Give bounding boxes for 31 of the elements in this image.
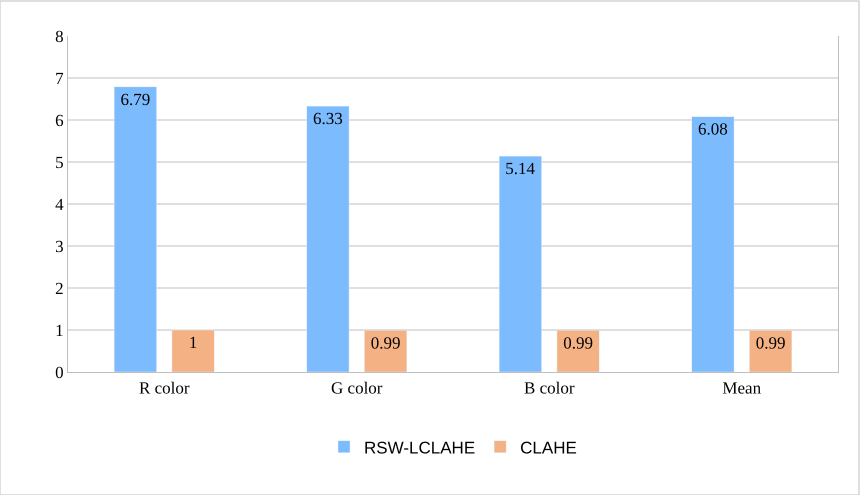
y-tick-label: 3	[55, 236, 64, 256]
bar	[498, 156, 542, 372]
data-label: 0.99	[756, 333, 786, 352]
data-label: 6.08	[698, 120, 728, 139]
bar	[749, 330, 792, 372]
x-tick-label: R color	[138, 378, 190, 398]
data-label: 5.14	[505, 159, 536, 178]
y-tick-label: 2	[55, 278, 64, 298]
bar	[364, 330, 408, 372]
legend-label: RSW-LCLAHE	[364, 438, 476, 458]
y-tick-label: 7	[55, 68, 64, 88]
y-tick-label: 5	[55, 152, 64, 172]
bar	[691, 116, 734, 372]
bar	[172, 330, 215, 372]
bar	[556, 330, 600, 372]
y-tick-label: 1	[55, 320, 64, 340]
data-label: 6.33	[313, 109, 343, 128]
y-tick-label: 6	[55, 110, 64, 130]
x-tick-label: G color	[331, 378, 383, 398]
legend-label: CLAHE	[520, 438, 577, 458]
data-label: 0.99	[563, 333, 593, 352]
data-label: 6.79	[120, 90, 150, 109]
data-label: 1	[188, 333, 198, 352]
y-tick-label: 4	[55, 194, 64, 214]
data-label: 0.99	[370, 333, 400, 352]
bar	[306, 106, 350, 372]
bar	[114, 86, 157, 372]
y-tick-label: 0	[55, 362, 64, 382]
x-tick-label: Mean	[722, 378, 762, 398]
x-tick-label: B color	[524, 378, 575, 398]
y-tick-label: 8	[55, 26, 64, 46]
